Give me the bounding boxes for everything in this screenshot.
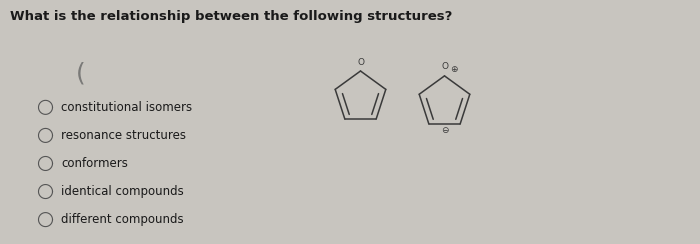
Text: What is the relationship between the following structures?: What is the relationship between the fol… [10,10,453,23]
Text: constitutional isomers: constitutional isomers [61,101,192,114]
Text: ⊕: ⊕ [450,65,457,74]
Text: resonance structures: resonance structures [61,129,186,142]
Text: ⊖: ⊖ [441,126,448,135]
Text: identical compounds: identical compounds [61,185,183,198]
Text: different compounds: different compounds [61,213,183,226]
Text: (: ( [76,61,85,85]
Text: O: O [357,58,364,67]
Text: conformers: conformers [61,157,128,170]
Text: O: O [441,62,448,71]
